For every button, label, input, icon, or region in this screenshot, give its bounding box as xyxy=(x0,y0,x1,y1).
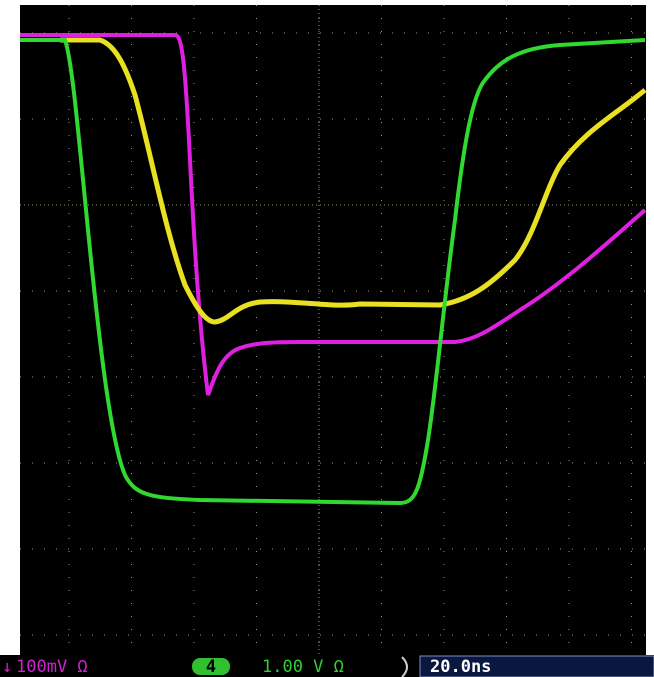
display-area xyxy=(20,5,646,655)
page: {"status_bar": {"ch_scale": "100mV Ω", "… xyxy=(0,0,654,677)
channel-scale: 100mV Ω xyxy=(16,657,88,677)
scope-screen: ↓ 100mV Ω 4 1.00 V Ω 20.0ns xyxy=(0,0,654,677)
channel4-scale: 1.00 V Ω xyxy=(262,657,344,677)
channel-number: 4 xyxy=(206,657,216,677)
timebase: 20.0ns xyxy=(430,657,491,677)
arrow: ↓ xyxy=(2,657,12,677)
